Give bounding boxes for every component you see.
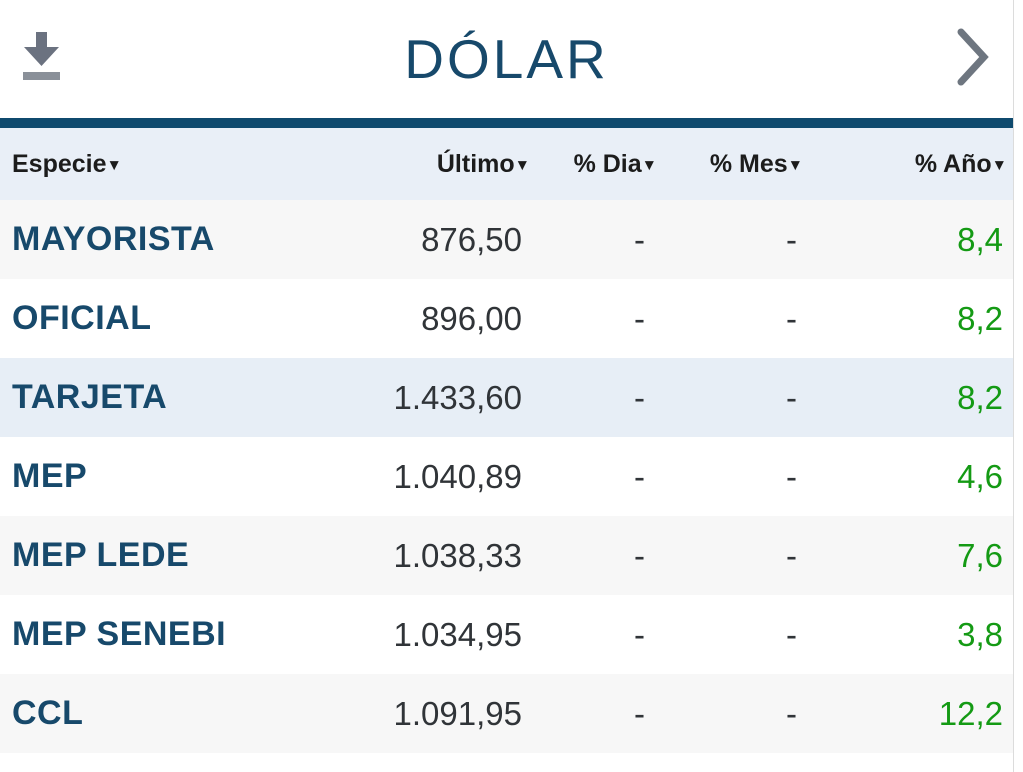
cell-ultimo: 1.433,60 [393,378,522,416]
column-label: % Dia [573,149,642,178]
cell-ultimo: 896,00 [421,299,522,337]
cell-dia: - [634,536,645,574]
page-title: DÓLAR [404,28,609,90]
cell-especie: OFICIAL [12,299,152,337]
column-header-especie[interactable]: Especie▼ [0,128,325,200]
column-label: Último [436,149,515,178]
cell-especie: CCL [12,694,84,732]
cell-dia: - [634,220,645,258]
table-header-row: Especie▼ Último▼ % Dia▼ % Mes▼ % Año▼ [0,128,1013,200]
column-label: % Mes [709,149,788,178]
table-row[interactable]: MEP LEDE 1.038,33 - - 7,6 [0,516,1013,595]
cell-ultimo: 1.038,33 [393,536,522,574]
cell-especie: MAYORISTA [12,220,215,258]
sort-desc-icon: ▼ [991,156,1007,174]
cell-anio: 8,2 [957,299,1003,337]
cell-anio: 4,6 [957,457,1003,495]
cell-ultimo: 1.034,95 [393,615,522,653]
cell-especie: MEP SENEBI [12,615,227,653]
download-button[interactable] [18,28,66,84]
cell-mes: - [786,615,797,653]
cell-dia: - [634,457,645,495]
column-header-anio[interactable]: % Año▼ [803,128,1013,200]
widget-header: DÓLAR [0,0,1013,118]
cell-mes: - [786,694,797,732]
table-row-highlighted[interactable]: TARJETA 1.433,60 - - 8,2 [0,358,1013,437]
cell-especie: MEP LEDE [12,536,190,574]
column-header-dia[interactable]: % Dia▼ [530,128,657,200]
cell-dia: - [634,299,645,337]
cell-ultimo: 1.091,95 [393,694,522,732]
sort-desc-icon: ▼ [787,156,803,174]
cell-mes: - [786,457,797,495]
column-header-ultimo[interactable]: Último▼ [325,128,530,200]
download-icon [23,32,60,80]
column-header-mes[interactable]: % Mes▼ [657,128,803,200]
divider-bar [0,118,1013,128]
cell-anio: 3,8 [957,615,1003,653]
cell-anio: 8,4 [957,220,1003,258]
cell-especie: MEP [12,457,88,495]
cell-mes: - [786,299,797,337]
table-row[interactable]: MEP SENEBI 1.034,95 - - 3,8 [0,595,1013,674]
cell-dia: - [634,694,645,732]
cell-anio: 8,2 [957,378,1003,416]
next-panel-button[interactable] [953,26,993,88]
cell-especie: TARJETA [12,378,168,416]
cell-anio: 12,2 [938,694,1003,732]
cell-ultimo: 876,50 [421,220,522,258]
cell-dia: - [634,615,645,653]
sort-desc-icon: ▼ [641,156,657,174]
cell-mes: - [786,536,797,574]
chevron-right-icon [957,28,989,86]
sort-desc-icon: ▼ [514,156,530,174]
cell-mes: - [786,378,797,416]
column-label: Especie [12,149,107,178]
table-row[interactable]: MEP 1.040,89 - - 4,6 [0,437,1013,516]
cell-anio: 7,6 [957,536,1003,574]
cell-ultimo: 1.040,89 [393,457,522,495]
dolar-table: Especie▼ Último▼ % Dia▼ % Mes▼ % Año▼ MA… [0,128,1013,753]
cell-mes: - [786,220,797,258]
column-label: % Año [914,149,992,178]
table-row[interactable]: MAYORISTA 876,50 - - 8,4 [0,200,1013,279]
sort-desc-icon: ▼ [106,156,122,174]
table-row[interactable]: OFICIAL 896,00 - - 8,2 [0,279,1013,358]
cell-dia: - [634,378,645,416]
table-row[interactable]: CCL 1.091,95 - - 12,2 [0,674,1013,753]
